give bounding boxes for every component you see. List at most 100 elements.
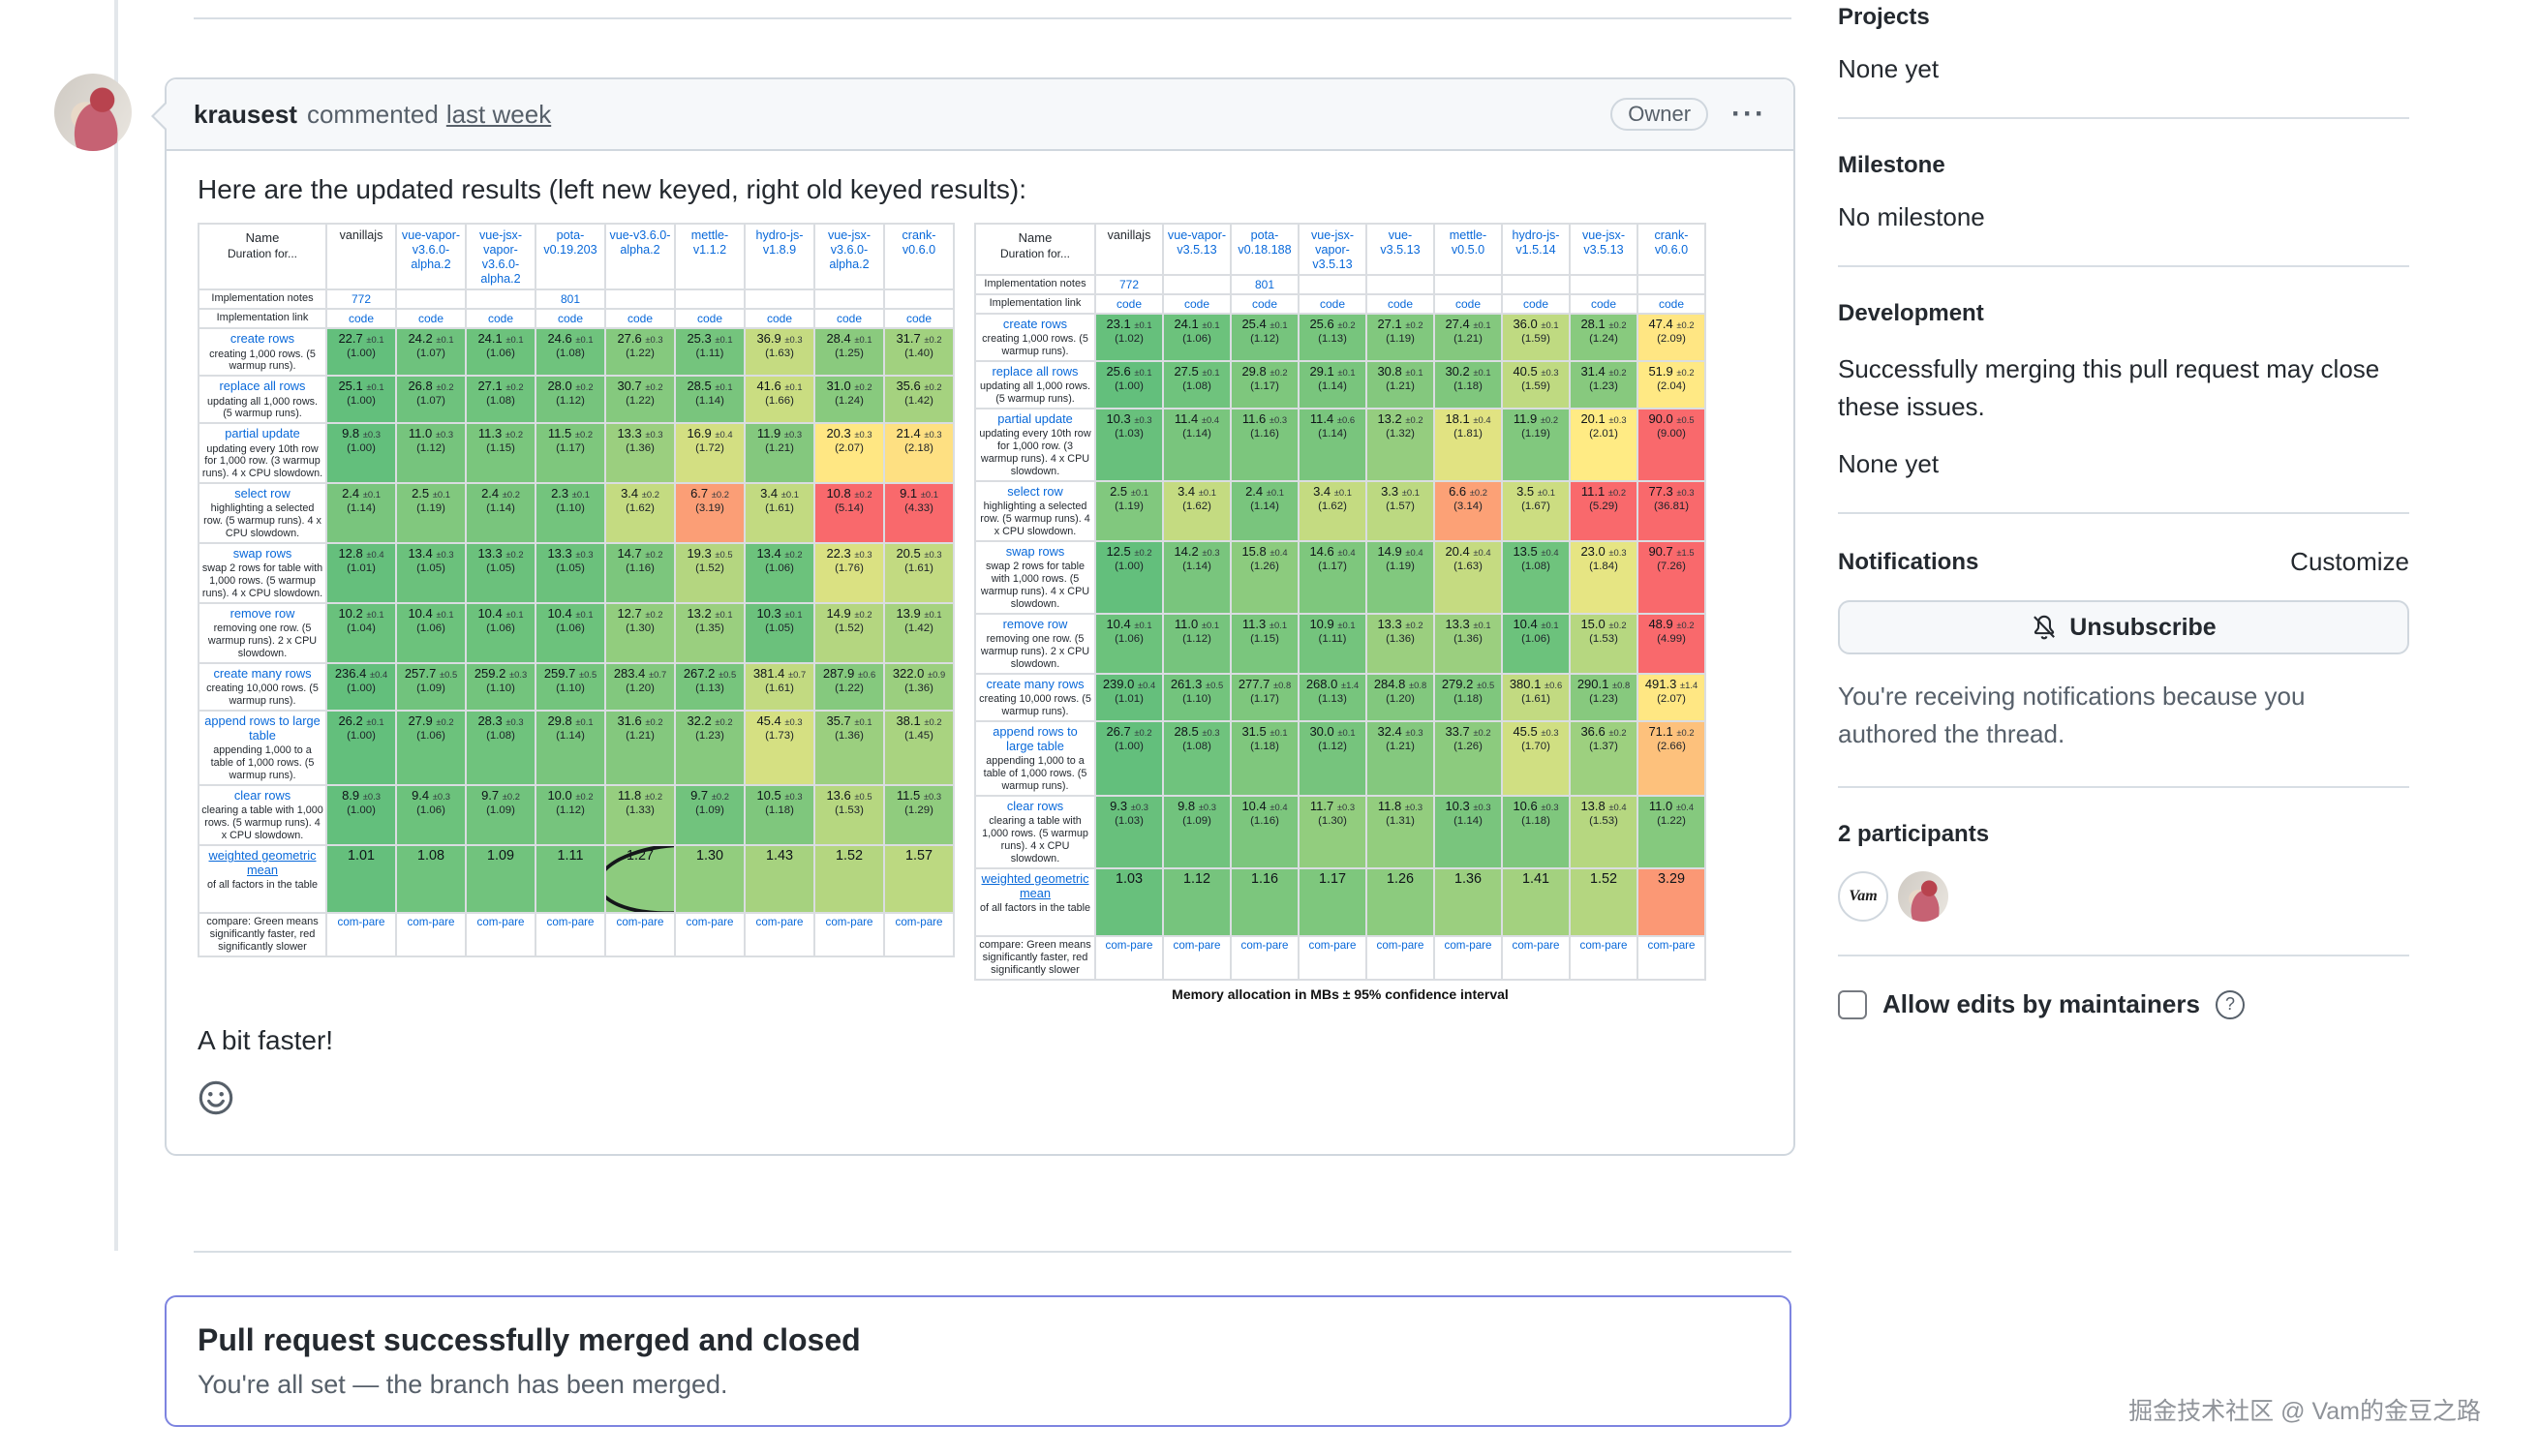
compare-link[interactable]: com-pare [686, 916, 734, 929]
framework-header[interactable]: mettle-v1.1.2 [674, 222, 746, 291]
comment-author[interactable]: krausest [194, 99, 297, 129]
impl-note-link[interactable]: 801 [560, 292, 581, 307]
add-reaction-button[interactable] [198, 1079, 234, 1123]
code-link[interactable]: code [348, 312, 375, 326]
sidebar-section-projects: Projects None yet [1838, 0, 2409, 119]
compare-cell: com-pare [1094, 934, 1164, 981]
compare-link[interactable]: com-pare [1376, 939, 1424, 952]
compare-link[interactable]: com-pare [1105, 939, 1153, 952]
allow-edits-checkbox[interactable] [1838, 989, 1867, 1019]
code-link[interactable]: code [417, 312, 444, 326]
benchmark-name-link[interactable]: swap rows [232, 546, 292, 561]
development-value: None yet [1838, 449, 1940, 478]
code-link[interactable]: code [766, 312, 793, 326]
compare-link[interactable]: com-pare [1173, 939, 1221, 952]
benchmark-name-link[interactable]: create rows [1002, 317, 1068, 332]
benchmark-name-link[interactable]: select row [234, 486, 291, 501]
code-link[interactable]: code [1658, 297, 1685, 312]
code-link[interactable]: code [1251, 297, 1278, 312]
participant-avatar-krausest[interactable] [1898, 871, 1948, 922]
customize-link[interactable]: Customize [2290, 547, 2409, 576]
compare-link[interactable]: com-pare [476, 916, 525, 929]
projects-heading[interactable]: Projects [1838, 4, 1930, 30]
compare-link[interactable]: com-pare [546, 916, 595, 929]
participant-avatar-vam[interactable]: Vam [1838, 871, 1888, 922]
code-link[interactable]: code [557, 312, 584, 326]
benchmark-cell: 77.3 ±0.3 (36.81) [1637, 480, 1706, 543]
compare-link[interactable]: com-pare [1647, 939, 1696, 952]
milestone-heading[interactable]: Milestone [1838, 152, 1945, 178]
benchmark-name-link[interactable]: swap rows [1005, 544, 1065, 560]
impl-note-link[interactable]: 772 [351, 292, 372, 307]
compare-link[interactable]: com-pare [1512, 939, 1560, 952]
question-icon[interactable]: ? [2215, 989, 2245, 1019]
geomean-link[interactable]: weighted geometric mean [981, 871, 1089, 901]
benchmark-row: partial update updating every 10th row fo… [974, 408, 1706, 483]
code-link[interactable]: code [1454, 297, 1482, 312]
compare-link[interactable]: com-pare [1444, 939, 1492, 952]
geomean-link[interactable]: weighted geometric mean [208, 848, 317, 878]
code-link[interactable]: code [1590, 297, 1617, 312]
code-link[interactable]: code [1387, 297, 1414, 312]
code-link[interactable]: code [627, 312, 654, 326]
code-link[interactable]: code [1183, 297, 1210, 312]
framework-header[interactable]: vue-jsx-v3.6.0-alpha.2 [813, 222, 885, 291]
code-link[interactable]: code [905, 312, 933, 326]
framework-header[interactable]: vue-vapor-v3.6.0-alpha.2 [395, 222, 467, 291]
code-link[interactable]: code [696, 312, 723, 326]
benchmark-name-link[interactable]: remove row [1002, 617, 1068, 632]
benchmark-name-link[interactable]: create rows [229, 331, 295, 347]
framework-header[interactable]: vue-jsx-v3.5.13 [1569, 223, 1638, 277]
benchmark-name-link[interactable]: select row [1007, 484, 1063, 500]
compare-link[interactable]: com-pare [755, 916, 804, 929]
benchmark-cell: 491.3 ±1.4 (2.07) [1637, 673, 1706, 723]
benchmark-name-link[interactable]: create many rows [986, 677, 1085, 692]
framework-header[interactable]: vue-jsx-vapor-v3.5.13 [1298, 223, 1367, 277]
compare-link[interactable]: com-pare [1308, 939, 1357, 952]
framework-header[interactable]: crank-v0.6.0 [1637, 223, 1706, 277]
compare-link[interactable]: com-pare [895, 916, 943, 929]
impl-note-link[interactable]: 772 [1118, 278, 1140, 292]
framework-header[interactable]: crank-v0.6.0 [883, 222, 955, 291]
allow-edits-label: Allow edits by maintainers [1882, 989, 2200, 1018]
framework-header[interactable]: vue-jsx-vapor-v3.6.0-alpha.2 [465, 222, 536, 291]
comment-timestamp-link[interactable]: last week [445, 99, 552, 129]
benchmark-name-link[interactable]: replace all rows [992, 364, 1079, 379]
benchmark-name-link[interactable]: create many rows [213, 666, 312, 682]
code-link[interactable]: code [1319, 297, 1346, 312]
benchmark-name-link[interactable]: remove row [229, 606, 295, 622]
impl-note-link[interactable]: 801 [1254, 278, 1275, 292]
compare-link[interactable]: com-pare [337, 916, 385, 929]
unsubscribe-button[interactable]: Unsubscribe [1838, 600, 2409, 654]
benchmark-name-link[interactable]: append rows to large table [204, 713, 321, 743]
compare-link[interactable]: com-pare [616, 916, 664, 929]
benchmark-row-label: create many rows creating 10,000 rows. (5… [974, 673, 1096, 723]
code-link[interactable]: code [1522, 297, 1549, 312]
code-link[interactable]: code [836, 312, 863, 326]
kebab-menu-icon[interactable]: ··· [1731, 98, 1766, 130]
compare-link[interactable]: com-pare [825, 916, 873, 929]
compare-link[interactable]: com-pare [1579, 939, 1628, 952]
benchmark-name-link[interactable]: partial update [225, 426, 300, 441]
geomean-cell: 1.11 [535, 844, 606, 915]
benchmark-cell: 10.3 ±0.3 (1.14) [1433, 795, 1503, 870]
framework-header[interactable]: vue-vapor-v3.5.13 [1162, 223, 1232, 277]
framework-header[interactable]: hydro-js-v1.5.14 [1501, 223, 1571, 277]
benchmark-name-link[interactable]: partial update [997, 411, 1073, 427]
compare-link[interactable]: com-pare [1240, 939, 1289, 952]
code-link[interactable]: code [1116, 297, 1143, 312]
framework-header[interactable]: pota-v0.18.188 [1230, 223, 1300, 277]
framework-header[interactable]: vue-v3.5.13 [1365, 223, 1435, 277]
benchmark-name-link[interactable]: replace all rows [219, 379, 306, 394]
code-link[interactable]: code [487, 312, 514, 326]
framework-header[interactable]: pota-v0.19.203 [535, 222, 606, 291]
comment-author-avatar[interactable] [54, 74, 132, 151]
framework-header[interactable]: vue-v3.6.0-alpha.2 [604, 222, 676, 291]
compare-link[interactable]: com-pare [407, 916, 455, 929]
benchmark-name-link[interactable]: clear rows [1006, 799, 1064, 814]
benchmark-name-link[interactable]: clear rows [233, 788, 291, 804]
framework-header[interactable]: hydro-js-v1.8.9 [744, 222, 815, 291]
benchmark-name-link[interactable]: append rows to large table [993, 724, 1078, 754]
framework-header[interactable]: mettle-v0.5.0 [1433, 223, 1503, 277]
impl-note-cell: 801 [535, 288, 606, 311]
